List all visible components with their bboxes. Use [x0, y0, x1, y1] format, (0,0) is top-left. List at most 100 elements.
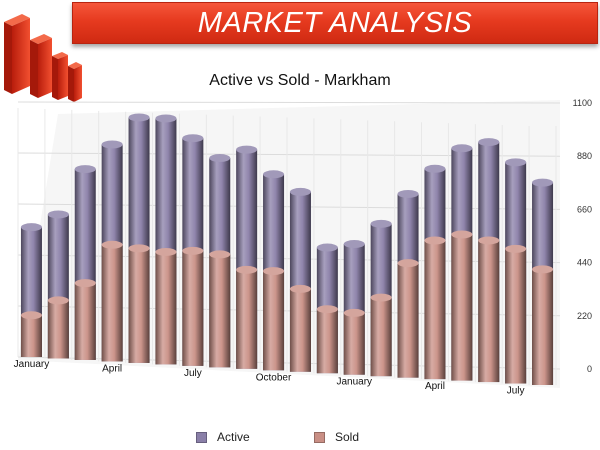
bar-sold	[532, 265, 554, 385]
bar-active-cap	[236, 145, 258, 154]
bar-active-cap	[343, 240, 365, 249]
bar-sold-body	[209, 254, 231, 368]
logo	[0, 0, 95, 115]
bar-sold-cap	[47, 296, 69, 305]
bar-sold-cap	[182, 246, 204, 255]
bar-sold	[505, 244, 527, 384]
bar-sold-cap	[20, 311, 42, 320]
bar-sold	[182, 246, 204, 366]
bar-active-cap	[289, 187, 311, 196]
bar-sold-cap	[236, 265, 258, 274]
bar-active-cap	[451, 144, 473, 153]
bar-sold-body	[289, 288, 311, 372]
bar-active-cap	[20, 223, 42, 232]
bar-sold-body	[424, 240, 446, 380]
y-tick-label: 220	[577, 311, 592, 321]
bar-sold-body	[101, 244, 123, 362]
bar-sold-cap	[263, 267, 285, 276]
bar-sold	[263, 267, 285, 371]
bar-sold-cap	[451, 230, 473, 239]
bar-sold-body	[532, 269, 554, 385]
bar-active-cap	[128, 113, 150, 122]
bar-active-cap	[532, 178, 554, 187]
chart-title: Active vs Sold - Markham	[209, 72, 391, 89]
bar-sold	[20, 311, 42, 357]
bar-active-cap	[478, 138, 500, 147]
bar-sold-body	[397, 263, 419, 378]
bar-sold-body	[263, 271, 285, 371]
bar-sold	[236, 265, 258, 369]
x-tick-label: January	[14, 359, 50, 370]
bar-sold-body	[451, 234, 473, 381]
bar-sold-cap	[289, 284, 311, 293]
bar-active-cap	[182, 134, 204, 143]
bar-sold	[209, 250, 231, 368]
bar-active-cap	[316, 243, 338, 252]
legend-item-active: Active	[196, 430, 250, 444]
bar-active-cap	[155, 114, 177, 123]
bar-sold-body	[128, 248, 150, 363]
bar-sold-body	[74, 283, 96, 360]
bar-sold-body	[47, 300, 69, 359]
bar-sold-body	[182, 250, 204, 366]
bar-sold-body	[155, 251, 177, 365]
bar-active-cap	[263, 170, 285, 179]
bar-sold-cap	[128, 244, 150, 253]
x-tick-label: October	[256, 372, 292, 383]
y-tick-label: 1100	[573, 98, 592, 108]
bar-sold-body	[505, 248, 527, 384]
bar-sold	[478, 236, 500, 383]
bar-active-cap	[397, 189, 419, 198]
legend-swatch-sold	[314, 431, 325, 443]
bar-sold	[47, 296, 69, 359]
bar-active-cap	[370, 219, 392, 228]
bar-sold	[101, 240, 123, 362]
bar-sold-cap	[101, 240, 123, 249]
bar-sold-cap	[155, 247, 177, 256]
x-tick-label: July	[184, 368, 202, 379]
legend-item-sold: Sold	[314, 430, 359, 444]
bar-sold-cap	[343, 308, 365, 317]
declining-bar-chart-icon	[4, 14, 82, 102]
bar-sold-cap	[424, 236, 446, 245]
bar-sold-cap	[478, 236, 500, 245]
legend-swatch-active	[196, 431, 207, 443]
bar-sold-body	[316, 309, 338, 374]
gridline	[17, 101, 561, 104]
bar-sold	[370, 293, 392, 377]
legend-label-active: Active	[217, 430, 250, 444]
bar-sold-cap	[74, 279, 96, 288]
bar-sold	[289, 284, 311, 372]
bar-sold-cap	[532, 265, 554, 274]
bar-sold-cap	[370, 293, 392, 302]
y-tick-label: 880	[577, 151, 592, 161]
y-tick-label: 0	[587, 364, 592, 374]
bar-sold-body	[343, 312, 365, 375]
bar-sold-cap	[505, 244, 527, 253]
bar-sold-body	[236, 269, 258, 369]
bar-sold	[74, 279, 96, 360]
bar-sold-cap	[397, 259, 419, 268]
x-tick-label: January	[336, 377, 372, 388]
legend-label-sold: Sold	[335, 430, 360, 444]
bar-sold	[424, 236, 446, 380]
bar-active-cap	[47, 210, 69, 219]
bar-active-cap	[505, 158, 527, 167]
bar-sold	[128, 244, 150, 363]
bar-sold-cap	[316, 305, 338, 314]
bar-sold	[343, 308, 365, 375]
y-tick-label: 440	[577, 258, 592, 268]
bar-active-cap	[209, 154, 231, 163]
bar-active-cap	[101, 140, 123, 149]
x-tick-label: July	[507, 386, 525, 397]
bar-sold	[316, 305, 338, 374]
bar-sold-body	[478, 240, 500, 383]
bar-active-cap	[424, 164, 446, 173]
bar-sold-cap	[209, 250, 231, 259]
chart-legend: Active Sold	[0, 430, 600, 446]
bar-sold-body	[20, 315, 42, 357]
bar-sold	[397, 259, 419, 378]
bar-sold	[155, 247, 177, 365]
bar-sold-body	[370, 297, 392, 377]
